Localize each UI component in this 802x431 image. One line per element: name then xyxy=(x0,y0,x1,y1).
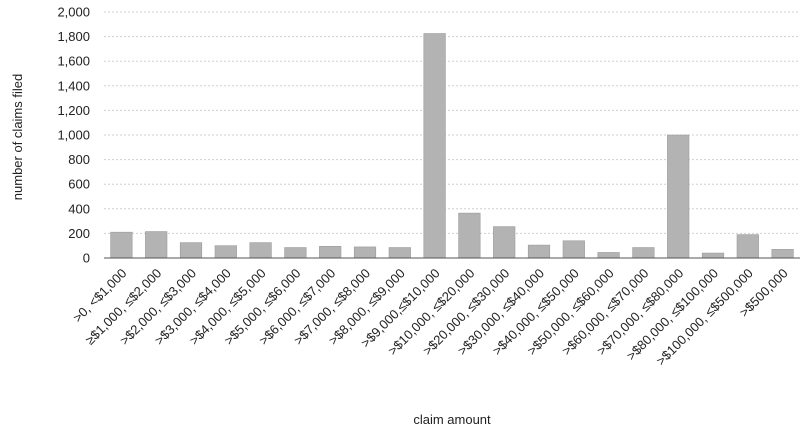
x-axis-title: claim amount xyxy=(413,412,491,427)
y-tick-label: 0 xyxy=(83,251,90,266)
y-tick-label: 200 xyxy=(68,226,90,241)
bar xyxy=(214,245,237,259)
bar xyxy=(353,246,377,259)
bar xyxy=(527,244,551,259)
bar xyxy=(319,246,342,259)
bar xyxy=(493,226,516,259)
bar xyxy=(597,252,620,259)
x-axis-tick-labels: >0, <$1,000≥$1,000, ≤$2,000>$2,000, ≤$3,… xyxy=(70,266,791,369)
bar xyxy=(562,240,585,259)
y-tick-label: 1,800 xyxy=(57,29,90,44)
bar xyxy=(284,247,307,259)
bars xyxy=(110,33,794,259)
y-tick-label: 2,000 xyxy=(57,5,90,20)
y-axis-tick-labels: 0 200 400 600 800 1,000 1,200 1,400 1,600 1,800 2,… xyxy=(57,5,90,266)
bar xyxy=(736,234,759,259)
y-tick-label: 1,400 xyxy=(57,78,90,93)
bar xyxy=(249,242,272,259)
y-tick-label: 1,000 xyxy=(57,128,90,143)
bar xyxy=(667,134,690,259)
y-tick-label: 1,200 xyxy=(57,103,90,118)
y-tick-label: 1,600 xyxy=(57,54,90,69)
gridlines xyxy=(104,11,800,234)
y-tick-label: 600 xyxy=(68,177,90,192)
bar xyxy=(458,212,481,259)
y-tick-label: 800 xyxy=(68,152,90,167)
bar xyxy=(388,247,411,259)
bar xyxy=(771,249,794,259)
bar xyxy=(179,242,203,259)
bar xyxy=(632,247,655,259)
y-axis-title: number of claims filed xyxy=(10,74,25,200)
bar xyxy=(701,252,725,259)
bar xyxy=(423,33,446,259)
y-tick-label: 400 xyxy=(68,201,90,216)
bar xyxy=(110,231,133,259)
bar xyxy=(145,231,168,259)
